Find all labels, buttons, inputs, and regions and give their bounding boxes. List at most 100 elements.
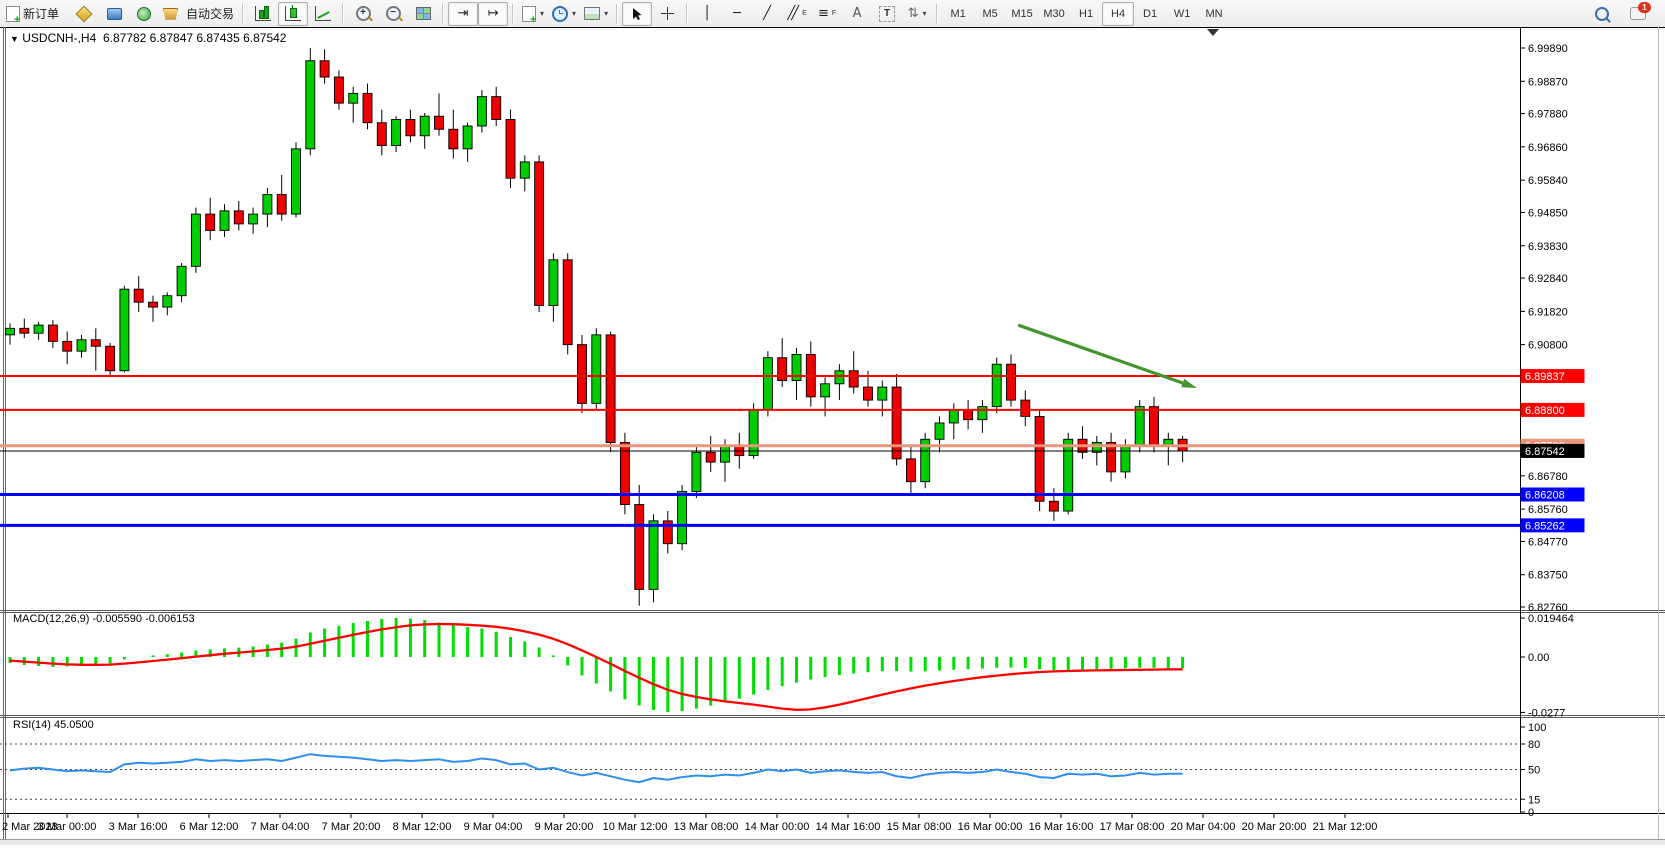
toolbar-separator xyxy=(442,3,445,24)
symbol-collapse-icon[interactable]: ▼ xyxy=(10,34,19,44)
new-order-button[interactable]: + 新订单 xyxy=(2,2,63,26)
time-axis-label: 20 Mar 04:00 xyxy=(1171,821,1236,833)
trend-arrow-head[interactable] xyxy=(1181,378,1197,389)
timeframe-button-H1[interactable]: H1 xyxy=(1079,7,1094,20)
candle-body xyxy=(248,213,259,225)
auto-scroll-button[interactable]: ⇥ xyxy=(448,1,479,26)
price-axis-label: 6.98870 xyxy=(1528,76,1568,88)
candlestick-chart-icon xyxy=(285,5,302,21)
vertical-line-button[interactable]: │ xyxy=(692,2,722,26)
shapes-button[interactable]: ⇅ ▾ xyxy=(902,2,932,26)
candle-body xyxy=(777,357,788,381)
notifications-button[interactable]: 1 xyxy=(1623,2,1653,26)
equidistant-channel-icon: ╱╱ xyxy=(787,6,798,21)
trendline-button[interactable]: ╱ xyxy=(752,2,782,26)
new-order-icon: + xyxy=(6,5,20,25)
accounts-button[interactable] xyxy=(99,2,129,26)
auto-trading-button[interactable]: 自动交易 xyxy=(159,2,238,26)
time-axis-label: 2 Mar 2023 xyxy=(2,821,58,833)
zoom-out-icon: − xyxy=(385,6,401,21)
candle-body xyxy=(834,370,845,385)
crosshair-button[interactable] xyxy=(652,2,682,26)
timeframe-group: M1 M5 M15 M30 H1 H4 D1 W1 MN xyxy=(942,1,1230,26)
periods-button[interactable]: ▾ xyxy=(548,2,580,26)
candle-body xyxy=(1006,363,1016,401)
candle-body xyxy=(591,334,602,404)
timeframe-button-M1[interactable]: M1 xyxy=(950,7,966,20)
candle-body xyxy=(333,76,344,104)
chart-canvas[interactable]: 6.99890 6.98870 6.97880 6.96860 6.95840 6.948… xyxy=(0,27,1665,845)
time-axis-label: 9 Mar 20:00 xyxy=(535,821,594,833)
price-badge-label: 6.86208 xyxy=(1525,489,1565,501)
candle-body xyxy=(291,148,301,215)
candle-body xyxy=(391,119,402,147)
timeframe-button-MN[interactable]: MN xyxy=(1205,7,1223,20)
price-axis-label: 6.97880 xyxy=(1528,109,1568,121)
macd-indicator-label: MACD(12,26,9) -0.005590 -0.006153 xyxy=(13,613,195,625)
zoom-in-button[interactable]: + xyxy=(348,2,378,26)
candle-body xyxy=(905,458,916,483)
price-axis-label: 6.94850 xyxy=(1528,207,1568,219)
chat-bubble-icon: 1 xyxy=(1630,2,1651,20)
chart-ohlc-values: 6.87782 6.87847 6.87435 6.87542 xyxy=(102,31,287,45)
fibonacci-icon: ≡ xyxy=(817,6,829,21)
candle-body xyxy=(963,409,974,421)
text-label-button[interactable]: T xyxy=(872,2,902,26)
tile-windows-button[interactable] xyxy=(408,2,438,26)
rsi-axis-label: 15 xyxy=(1528,794,1540,806)
price-axis-label: 6.96860 xyxy=(1528,142,1568,154)
line-chart-button[interactable] xyxy=(308,2,338,26)
search-button[interactable] xyxy=(1587,2,1617,26)
candle-body xyxy=(190,213,201,267)
trend-arrow-line[interactable] xyxy=(1017,323,1189,387)
timeframe-button-M5[interactable]: M5 xyxy=(982,7,998,20)
indicators-button[interactable]: + ▾ xyxy=(518,2,548,26)
candle-body xyxy=(548,259,559,306)
time-axis-label: 7 Mar 04:00 xyxy=(251,821,310,833)
price-badge xyxy=(1520,443,1585,458)
time-axis-label: 21 Mar 12:00 xyxy=(1313,821,1378,833)
cursor-button[interactable] xyxy=(622,1,653,26)
market-watch-button[interactable] xyxy=(69,2,99,26)
time-axis-label: 9 Mar 04:00 xyxy=(464,821,523,833)
chart-window[interactable]: 6.99890 6.98870 6.97880 6.96860 6.95840 6.948… xyxy=(0,27,1665,845)
toolbar-separator xyxy=(686,3,689,24)
fibonacci-button[interactable]: ≡ F xyxy=(812,2,842,26)
macd-axis-label: 0.019464 xyxy=(1528,613,1574,625)
price-axis-label: 6.92840 xyxy=(1528,273,1568,285)
candlestick-chart-button[interactable] xyxy=(278,1,309,26)
horizontal-line-button[interactable]: ─ xyxy=(722,2,752,26)
timeframe-button-W1[interactable]: W1 xyxy=(1173,7,1191,20)
timeframe-button-D1[interactable]: D1 xyxy=(1143,7,1158,20)
candle-body xyxy=(505,119,516,179)
timeframe-button-M30[interactable]: M30 xyxy=(1043,7,1065,20)
toolbar-separator xyxy=(512,3,515,24)
candle-body xyxy=(1034,415,1045,502)
cursor-icon xyxy=(630,7,644,21)
candle-body xyxy=(705,451,716,463)
chart-shift-button[interactable]: ↦ xyxy=(478,1,509,26)
shapes-icon: ⇅ xyxy=(907,6,919,21)
chart-shift-marker[interactable] xyxy=(1207,29,1219,36)
time-axis-label: 16 Mar 16:00 xyxy=(1029,821,1094,833)
candle-body xyxy=(748,409,759,457)
rsi-label-text: RSI(14) 45.0500 xyxy=(13,719,94,731)
price-axis-label: 6.91820 xyxy=(1528,306,1568,318)
timeframe-button-H4[interactable]: H4 xyxy=(1102,1,1135,26)
equidistant-channel-button[interactable]: ╱╱ E xyxy=(782,2,812,26)
candle-body xyxy=(877,386,888,401)
candle-body xyxy=(762,357,773,411)
bar-chart-button[interactable] xyxy=(248,2,278,26)
text-button[interactable]: A xyxy=(842,2,872,26)
accounts-icon xyxy=(106,7,122,20)
price-badge-label: 6.89837 xyxy=(1525,371,1565,383)
price-axis-label: 6.84770 xyxy=(1528,536,1568,548)
price-badge-label: 6.87542 xyxy=(1525,446,1565,458)
timeframe-button-M15[interactable]: M15 xyxy=(1011,7,1033,20)
zoom-out-button[interactable]: − xyxy=(378,2,408,26)
candle-body xyxy=(33,324,44,334)
templates-button[interactable]: ▾ xyxy=(580,2,612,26)
price-axis-label: 6.95840 xyxy=(1528,175,1568,187)
candle-body xyxy=(19,327,30,334)
signals-button[interactable] xyxy=(129,2,159,26)
